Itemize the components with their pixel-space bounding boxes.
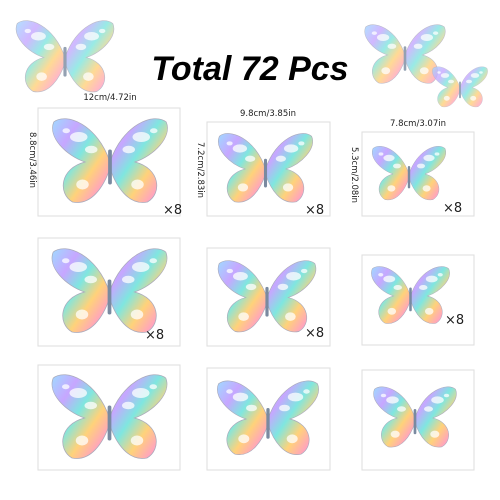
height-label: 5.3cm/2.08in	[349, 147, 359, 203]
butterfly	[371, 145, 447, 201]
butterfly	[217, 260, 317, 333]
cell	[37, 364, 181, 471]
butterfly	[373, 386, 457, 448]
width-label: 7.8cm/3.07in	[390, 119, 446, 129]
quantity-label: ×8	[445, 313, 464, 328]
butterfly	[216, 380, 320, 456]
butterfly	[370, 266, 451, 324]
dimension-labels: 12cm/4.72in 9.8cm/3.85in 7.8cm/3.07in 8.…	[27, 93, 446, 203]
butterfly	[51, 118, 169, 204]
cell	[206, 367, 331, 471]
quantity-label: ×8	[163, 203, 182, 218]
decor-butterfly	[432, 66, 488, 108]
quantity-label: ×8	[305, 203, 324, 218]
cell	[206, 121, 331, 217]
cell	[206, 247, 331, 347]
height-label: 8.8cm/3.46in	[27, 132, 37, 188]
butterfly	[51, 248, 168, 334]
width-label: 12cm/4.72in	[83, 93, 136, 103]
butterflies	[51, 118, 457, 460]
cell	[361, 369, 475, 471]
cell	[37, 237, 181, 347]
butterfly	[217, 132, 314, 203]
height-label: 7.2cm/2.83in	[195, 142, 205, 198]
decor-butterfly	[15, 20, 115, 93]
title: Total 72 Pcs	[151, 50, 348, 88]
cell	[361, 131, 475, 217]
quantity-label: ×8	[145, 328, 164, 343]
quantity-label: ×8	[305, 326, 324, 341]
butterfly	[51, 374, 168, 460]
quantity-labels: ×8 ×8 ×8 ×8 ×8 ×8	[145, 201, 464, 343]
width-label: 9.8cm/3.85in	[240, 109, 296, 119]
cells	[37, 107, 475, 471]
quantity-label: ×8	[443, 201, 462, 216]
cell	[37, 107, 181, 217]
cell	[361, 254, 475, 346]
